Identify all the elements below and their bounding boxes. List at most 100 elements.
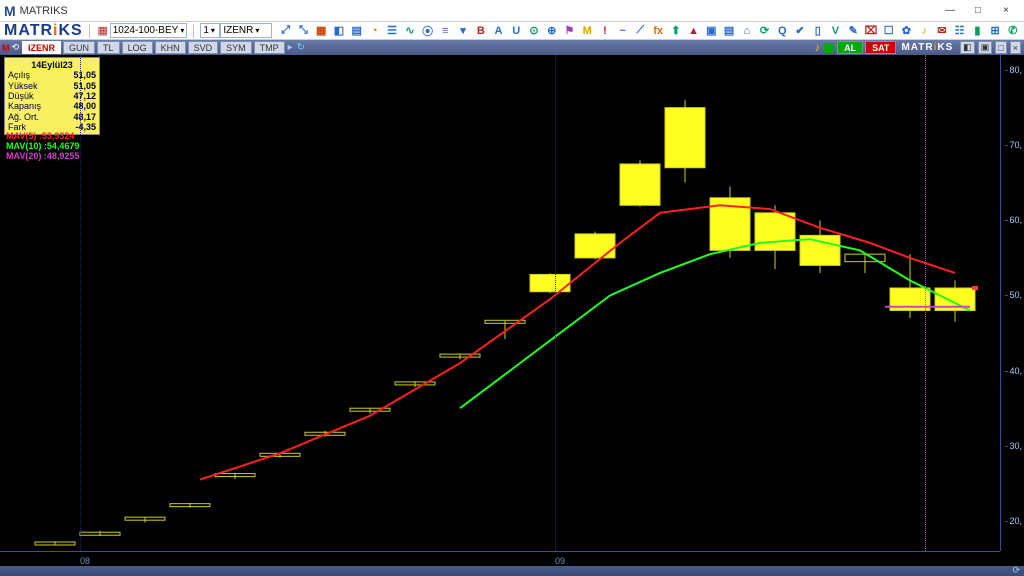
- chart-tab-row: M ⟲ IZENR GUNTLLOGKHNSVDSYMTMP ▸ ↻ ♪ AL …: [0, 40, 1024, 55]
- toolbar-icon[interactable]: ☐: [881, 23, 896, 39]
- layout-dropdown[interactable]: 1024-100-BEY▾: [110, 23, 188, 38]
- panel-button[interactable]: ▣: [978, 41, 993, 54]
- toolbar-icon[interactable]: ▲: [686, 23, 701, 39]
- toolbar-icon[interactable]: ✿: [899, 23, 914, 39]
- toolbar-icon[interactable]: ▤: [722, 23, 737, 39]
- brand-text: KS: [58, 22, 82, 39]
- alert-icon[interactable]: ♪: [815, 42, 821, 54]
- toolbar-icon[interactable]: ▾: [456, 23, 471, 39]
- brand-inline: MATRiKS: [897, 42, 957, 53]
- toolbar-icon[interactable]: ▣: [704, 23, 719, 39]
- toolbar-icon[interactable]: ~: [615, 23, 630, 39]
- chart-mode-button[interactable]: LOG: [122, 41, 153, 54]
- tab-refresh-icon[interactable]: ↻: [297, 42, 305, 53]
- crosshair-vertical: [925, 55, 926, 551]
- toolbar-icon[interactable]: ∿: [402, 23, 417, 39]
- toolbar-icon[interactable]: ☷: [952, 23, 967, 39]
- tab-chevron-icon[interactable]: ▸: [288, 42, 293, 53]
- toolbar-icon[interactable]: ⊞: [988, 23, 1003, 39]
- symbol-dropdown[interactable]: IZENR▾: [220, 23, 272, 38]
- toolbar-icon[interactable]: ⊕: [544, 23, 559, 39]
- toolbar-icon[interactable]: fx: [651, 23, 666, 39]
- status-dot-icon: [824, 43, 834, 53]
- y-tick-label: 80,: [1009, 65, 1022, 75]
- main-toolbar: MATRiKS ▦ 1024-100-BEY▾ 1▾ IZENR▾ ⤢⤡▦◧▤◔…: [0, 22, 1024, 40]
- y-axis: 20, 30, 40, 50, 60, 70, 80,: [1000, 55, 1024, 551]
- toolbar-icon[interactable]: ⤡: [296, 23, 311, 39]
- chart-mode-button[interactable]: SVD: [188, 41, 219, 54]
- y-tick-label: 30,: [1009, 441, 1022, 451]
- toolbar-icon[interactable]: !: [598, 23, 613, 39]
- toolbar-icon[interactable]: ☰: [385, 23, 400, 39]
- app-logo-icon: M: [4, 3, 16, 19]
- y-tick-label: 40,: [1009, 366, 1022, 376]
- chart-mode-button[interactable]: KHN: [155, 41, 186, 54]
- toolbar-icon[interactable]: ◧: [332, 23, 347, 39]
- x-axis: 08 09: [0, 551, 1000, 566]
- x-tick-label: 09: [555, 556, 565, 566]
- toolbar-icon-strip: ⤢⤡▦◧▤◔☰∿⦿≡▾BAU⊙⊕⚑M!~⟋fx⬆▲▣▤⌂⟳Q✔▯V✎⌧☐✿♪✉☷…: [278, 23, 1020, 39]
- close-button[interactable]: ×: [992, 2, 1020, 20]
- buy-button[interactable]: AL: [837, 41, 863, 54]
- toolbar-icon[interactable]: ⤢: [278, 23, 293, 39]
- window-titlebar: M MATRIKS — □ ×: [0, 0, 1024, 22]
- toolbar-icon[interactable]: ⊙: [527, 23, 542, 39]
- toolbar-icon[interactable]: ♪: [917, 23, 932, 39]
- maximize-button[interactable]: □: [964, 2, 992, 20]
- chart-statusbar: ⟳: [0, 566, 1024, 576]
- interval-dropdown-value: 1: [203, 25, 209, 36]
- x-gridline: [555, 55, 556, 551]
- chart-area[interactable]: 14Eylül23 Açılış51,05Yüksek51,05Düşük47,…: [0, 55, 1024, 576]
- toolbar-icon[interactable]: B: [473, 23, 488, 39]
- sell-button[interactable]: SAT: [865, 41, 896, 54]
- chart-mode-button[interactable]: TL: [97, 41, 120, 54]
- toolbar-icon[interactable]: ✎: [846, 23, 861, 39]
- sync-icon[interactable]: ⟲: [12, 42, 20, 53]
- toolbar-icon[interactable]: ✆: [1005, 23, 1020, 39]
- toolbar-icon[interactable]: ◔: [367, 23, 382, 39]
- y-tick-label: 70,: [1009, 140, 1022, 150]
- y-tick-label: 60,: [1009, 215, 1022, 225]
- toolbar-icon[interactable]: ⌧: [864, 23, 879, 39]
- toolbar-icon[interactable]: ▮: [970, 23, 985, 39]
- toolbar-icon[interactable]: ⟳: [757, 23, 772, 39]
- toolbar-icon[interactable]: M: [580, 23, 595, 39]
- toolbar-icon[interactable]: ⦿: [420, 23, 435, 39]
- chart-mode-button[interactable]: GUN: [63, 41, 95, 54]
- chart-mode-button[interactable]: TMP: [254, 41, 285, 54]
- toolbar-icon[interactable]: ⬆: [669, 23, 684, 39]
- chart-mode-button[interactable]: SYM: [220, 41, 252, 54]
- window-title: MATRIKS: [20, 5, 936, 17]
- minimize-button[interactable]: —: [936, 2, 964, 20]
- brand-text: MATR: [4, 22, 53, 39]
- interval-dropdown[interactable]: 1▾: [200, 23, 220, 38]
- layout-icon[interactable]: ▦: [96, 24, 110, 38]
- y-tick-label: 50,: [1009, 290, 1022, 300]
- toolbar-icon[interactable]: ✔: [793, 23, 808, 39]
- toolbar-icon[interactable]: V: [828, 23, 843, 39]
- brand-logo: MATRiKS: [4, 22, 83, 40]
- chart-symbol-tab[interactable]: IZENR: [22, 41, 61, 54]
- toolbar-icon[interactable]: U: [509, 23, 524, 39]
- toolbar-icon[interactable]: ⌂: [739, 23, 754, 39]
- x-gridline: [80, 55, 81, 551]
- x-tick-label: 08: [80, 556, 90, 566]
- statusbar-icon[interactable]: ⟳: [1012, 565, 1020, 576]
- toolbar-icon[interactable]: Q: [775, 23, 790, 39]
- toolbar-icon[interactable]: ▯: [810, 23, 825, 39]
- toolbar-icon[interactable]: ✉: [935, 23, 950, 39]
- toolbar-icon[interactable]: ⚑: [562, 23, 577, 39]
- toolbar-icon[interactable]: ▤: [349, 23, 364, 39]
- chart-mode-buttons: GUNTLLOGKHNSVDSYMTMP: [62, 41, 286, 54]
- toolbar-icon[interactable]: ≡: [438, 23, 453, 39]
- y-tick-label: 20,: [1009, 516, 1022, 526]
- toolbar-icon[interactable]: A: [491, 23, 506, 39]
- toolbar-icon[interactable]: ⟋: [633, 23, 648, 39]
- layout-dropdown-value: 1024-100-BEY: [113, 25, 179, 36]
- panel-button[interactable]: ×: [1010, 41, 1021, 54]
- symbol-dropdown-value: IZENR: [223, 25, 253, 36]
- panel-button[interactable]: ◧: [960, 41, 975, 54]
- app-m-icon: M: [2, 43, 10, 53]
- toolbar-icon[interactable]: ▦: [314, 23, 329, 39]
- panel-button[interactable]: □: [995, 41, 1006, 54]
